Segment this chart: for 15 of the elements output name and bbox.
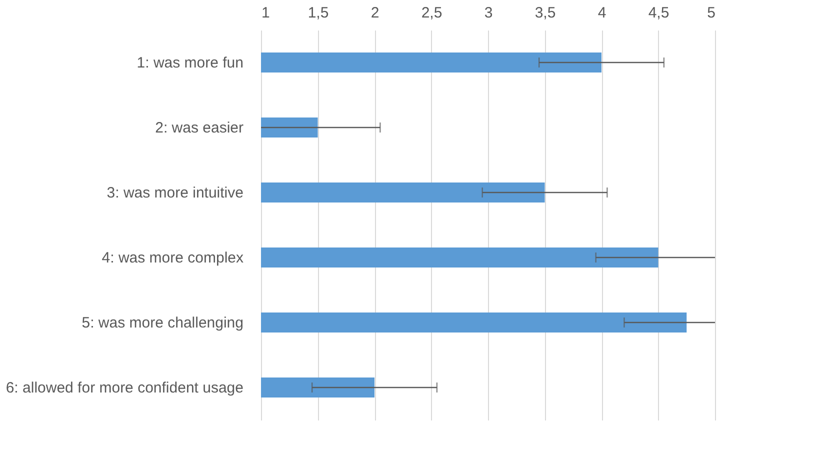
x-tick-label: 2 [370, 4, 380, 22]
y-tick-label: 4: was more complex [102, 250, 244, 266]
y-tick-label: 3: was more intuitive [106, 184, 244, 202]
y-tick-label: 2: was easier [155, 120, 244, 136]
x-tick-label: 5 [707, 4, 716, 22]
x-tick-label: 1,5 [308, 4, 329, 22]
x-tick-label: 3,5 [534, 4, 556, 22]
y-tick-label: 1: was more fun [136, 54, 244, 72]
x-tick-label: 4,5 [648, 4, 670, 22]
x-tick-label: 1 [262, 4, 270, 22]
x-tick-label: 2,5 [421, 4, 442, 22]
x-tick-label: 3 [484, 4, 493, 22]
y-tick-label: 5: was more challenging [82, 314, 244, 332]
y-tick-label: 6: allowed for more confident usage [6, 380, 244, 396]
x-tick-label: 4 [598, 4, 606, 22]
